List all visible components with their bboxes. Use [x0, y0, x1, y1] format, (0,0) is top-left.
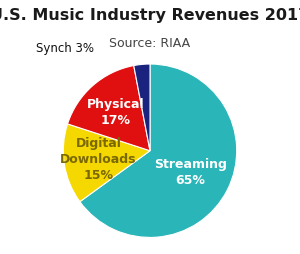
Text: Physical
17%: Physical 17%	[87, 98, 144, 127]
Text: U.S. Music Industry Revenues 2017: U.S. Music Industry Revenues 2017	[0, 8, 300, 23]
Wedge shape	[68, 66, 150, 151]
Wedge shape	[80, 65, 237, 237]
Text: Synch 3%: Synch 3%	[36, 41, 94, 54]
Wedge shape	[134, 65, 150, 151]
Text: Digital
Downloads
15%: Digital Downloads 15%	[60, 137, 137, 182]
Wedge shape	[63, 124, 150, 202]
Text: Streaming
65%: Streaming 65%	[154, 157, 226, 186]
Text: Source: RIAA: Source: RIAA	[110, 37, 190, 50]
